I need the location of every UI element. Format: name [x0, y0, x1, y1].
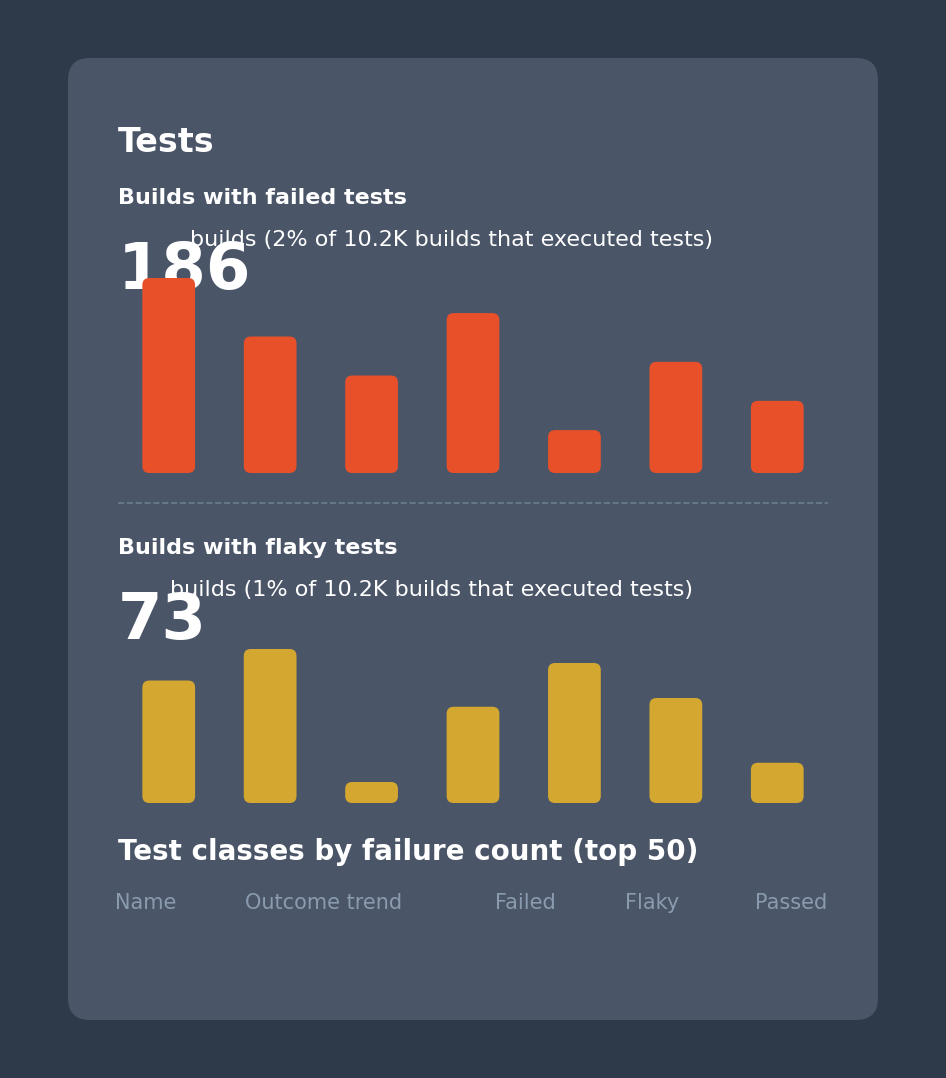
Text: Outcome trend: Outcome trend — [245, 893, 402, 913]
FancyBboxPatch shape — [142, 680, 195, 803]
Text: Flaky: Flaky — [625, 893, 679, 913]
FancyBboxPatch shape — [548, 663, 601, 803]
Text: Name: Name — [115, 893, 176, 913]
FancyBboxPatch shape — [751, 401, 804, 473]
Text: Failed: Failed — [495, 893, 555, 913]
FancyBboxPatch shape — [244, 336, 296, 473]
Text: Tests: Tests — [118, 126, 215, 158]
FancyBboxPatch shape — [244, 649, 296, 803]
FancyBboxPatch shape — [68, 58, 878, 1020]
FancyBboxPatch shape — [447, 707, 499, 803]
FancyBboxPatch shape — [447, 313, 499, 473]
Text: 73: 73 — [118, 590, 207, 652]
Text: 186: 186 — [118, 240, 252, 302]
FancyBboxPatch shape — [751, 763, 804, 803]
Text: Passed: Passed — [755, 893, 827, 913]
FancyBboxPatch shape — [650, 697, 702, 803]
Text: builds (1% of 10.2K builds that executed tests): builds (1% of 10.2K builds that executed… — [170, 580, 693, 600]
FancyBboxPatch shape — [548, 430, 601, 473]
Text: Builds with flaky tests: Builds with flaky tests — [118, 538, 397, 558]
FancyBboxPatch shape — [345, 782, 398, 803]
Text: Builds with failed tests: Builds with failed tests — [118, 188, 407, 208]
Text: Test classes by failure count (top 50): Test classes by failure count (top 50) — [118, 838, 698, 866]
FancyBboxPatch shape — [142, 278, 195, 473]
FancyBboxPatch shape — [650, 362, 702, 473]
FancyBboxPatch shape — [345, 375, 398, 473]
Text: builds (2% of 10.2K builds that executed tests): builds (2% of 10.2K builds that executed… — [190, 230, 713, 250]
